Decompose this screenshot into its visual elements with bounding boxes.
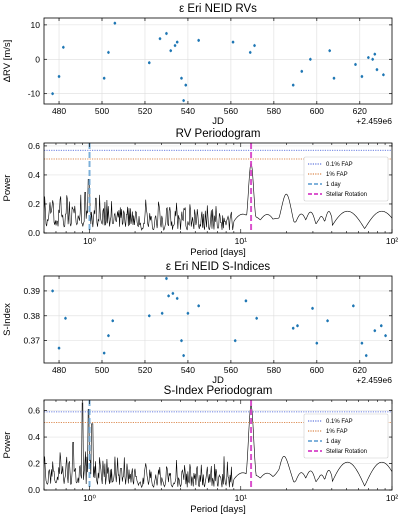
y-tick-label: 0.4 <box>28 170 40 180</box>
x-tick-label: 540 <box>181 365 195 375</box>
y-axis-label: Power <box>2 175 13 202</box>
x-axis-label: Period [days] <box>190 247 245 258</box>
x-axis-label: Period [days] <box>190 504 245 515</box>
y-tick-label: 10 <box>31 20 41 30</box>
y-tick-label: 0.38 <box>23 311 40 321</box>
legend-label: 1% FAP <box>326 429 348 435</box>
x-tick-label: 580 <box>267 365 281 375</box>
legend-label: 1 day <box>326 439 341 445</box>
y-tick-label: 0.2 <box>28 459 40 469</box>
x-tick-label: 580 <box>267 106 281 116</box>
periodogram-3-frame <box>43 399 393 491</box>
y-tick-label: -10 <box>28 89 41 99</box>
x-tick-label: 560 <box>224 365 238 375</box>
x-tick-label: 520 <box>138 106 152 116</box>
x-tick-label: 10¹ <box>235 236 247 246</box>
y-tick-label: 0.2 <box>28 199 40 209</box>
chart-title: ε Eri NEID RVs <box>179 3 257 15</box>
panel-2: 480 500 520 540 560 580 600 620 0.37 0.38 0.39 ε Er… <box>2 261 393 386</box>
y-tick-label: 0.6 <box>28 141 40 151</box>
legend-label: Stellar Rotation <box>326 192 367 198</box>
x-tick-label: 600 <box>310 365 324 375</box>
x-tick-label: 500 <box>95 365 109 375</box>
periodogram-1-frame <box>43 142 393 234</box>
x-tick-label: 10¹ <box>235 493 247 503</box>
chart-title: RV Periodogram <box>176 128 261 140</box>
y-tick-label: 0.0 <box>28 228 40 238</box>
legend-label: 0.1% FAP <box>326 162 353 168</box>
x-tick-label: 10² <box>386 236 398 246</box>
y-tick-label: 0.37 <box>23 336 40 346</box>
y-axis-label: S-Index <box>2 303 13 336</box>
legend-label: Stellar Rotation <box>326 449 367 455</box>
x-tick-label: 540 <box>181 106 195 116</box>
panel-3: 10⁰ 10¹ 10² 0.0 0.2 0.4 0.6 S-Index Periodogram… <box>2 385 398 515</box>
x-tick-label: 620 <box>353 106 367 116</box>
legend-label: 1 day <box>326 182 341 188</box>
x-tick-label: 600 <box>310 106 324 116</box>
x-tick-label: 520 <box>138 365 152 375</box>
x-axis-label: JD <box>212 375 224 386</box>
chart-title: ε Eri NEID S-Indices <box>166 261 270 273</box>
y-tick-label: 0.39 <box>23 286 40 296</box>
scatter-2-frame <box>43 275 393 364</box>
power-line <box>43 402 393 489</box>
y-tick-label: 0.6 <box>28 406 40 416</box>
legend-box <box>303 156 389 202</box>
legend: 0.1% FAP 1% FAP 1 day Stellar Rotation <box>303 156 389 202</box>
x-axis-label: JD <box>212 116 224 127</box>
x-offset-label: +2.459e6 <box>356 375 392 385</box>
x-tick-label: 500 <box>95 106 109 116</box>
y-tick-label: 0.0 <box>28 485 40 495</box>
panel-0: 480 500 520 540 560 580 600 620 -10 0 10 ε Eri NEID… <box>2 3 393 127</box>
legend-box <box>303 413 389 459</box>
x-tick-label: 10² <box>386 493 398 503</box>
chart-title: S-Index Periodogram <box>164 385 273 397</box>
x-tick-label: 480 <box>52 106 66 116</box>
legend-label: 1% FAP <box>326 172 348 178</box>
x-offset-label: +2.459e6 <box>356 116 392 126</box>
x-tick-label: 10⁰ <box>83 236 96 246</box>
x-tick-label: 560 <box>224 106 238 116</box>
y-axis-label: Power <box>2 432 13 459</box>
y-axis-label: ΔRV [m/s] <box>2 40 13 83</box>
scatter-0-frame <box>43 17 393 105</box>
legend-label: 0.1% FAP <box>326 419 353 425</box>
y-tick-label: 0 <box>35 54 40 64</box>
y-tick-label: 0.4 <box>28 432 40 442</box>
x-tick-label: 480 <box>52 365 66 375</box>
power-line <box>43 163 393 231</box>
x-tick-label: 10⁰ <box>83 493 96 503</box>
legend: 0.1% FAP 1% FAP 1 day Stellar Rotation <box>303 413 389 459</box>
panel-1: 10⁰ 10¹ 10² 0.0 0.2 0.4 0.6 RV Periodogram Perio… <box>2 128 398 258</box>
x-tick-label: 620 <box>353 365 367 375</box>
